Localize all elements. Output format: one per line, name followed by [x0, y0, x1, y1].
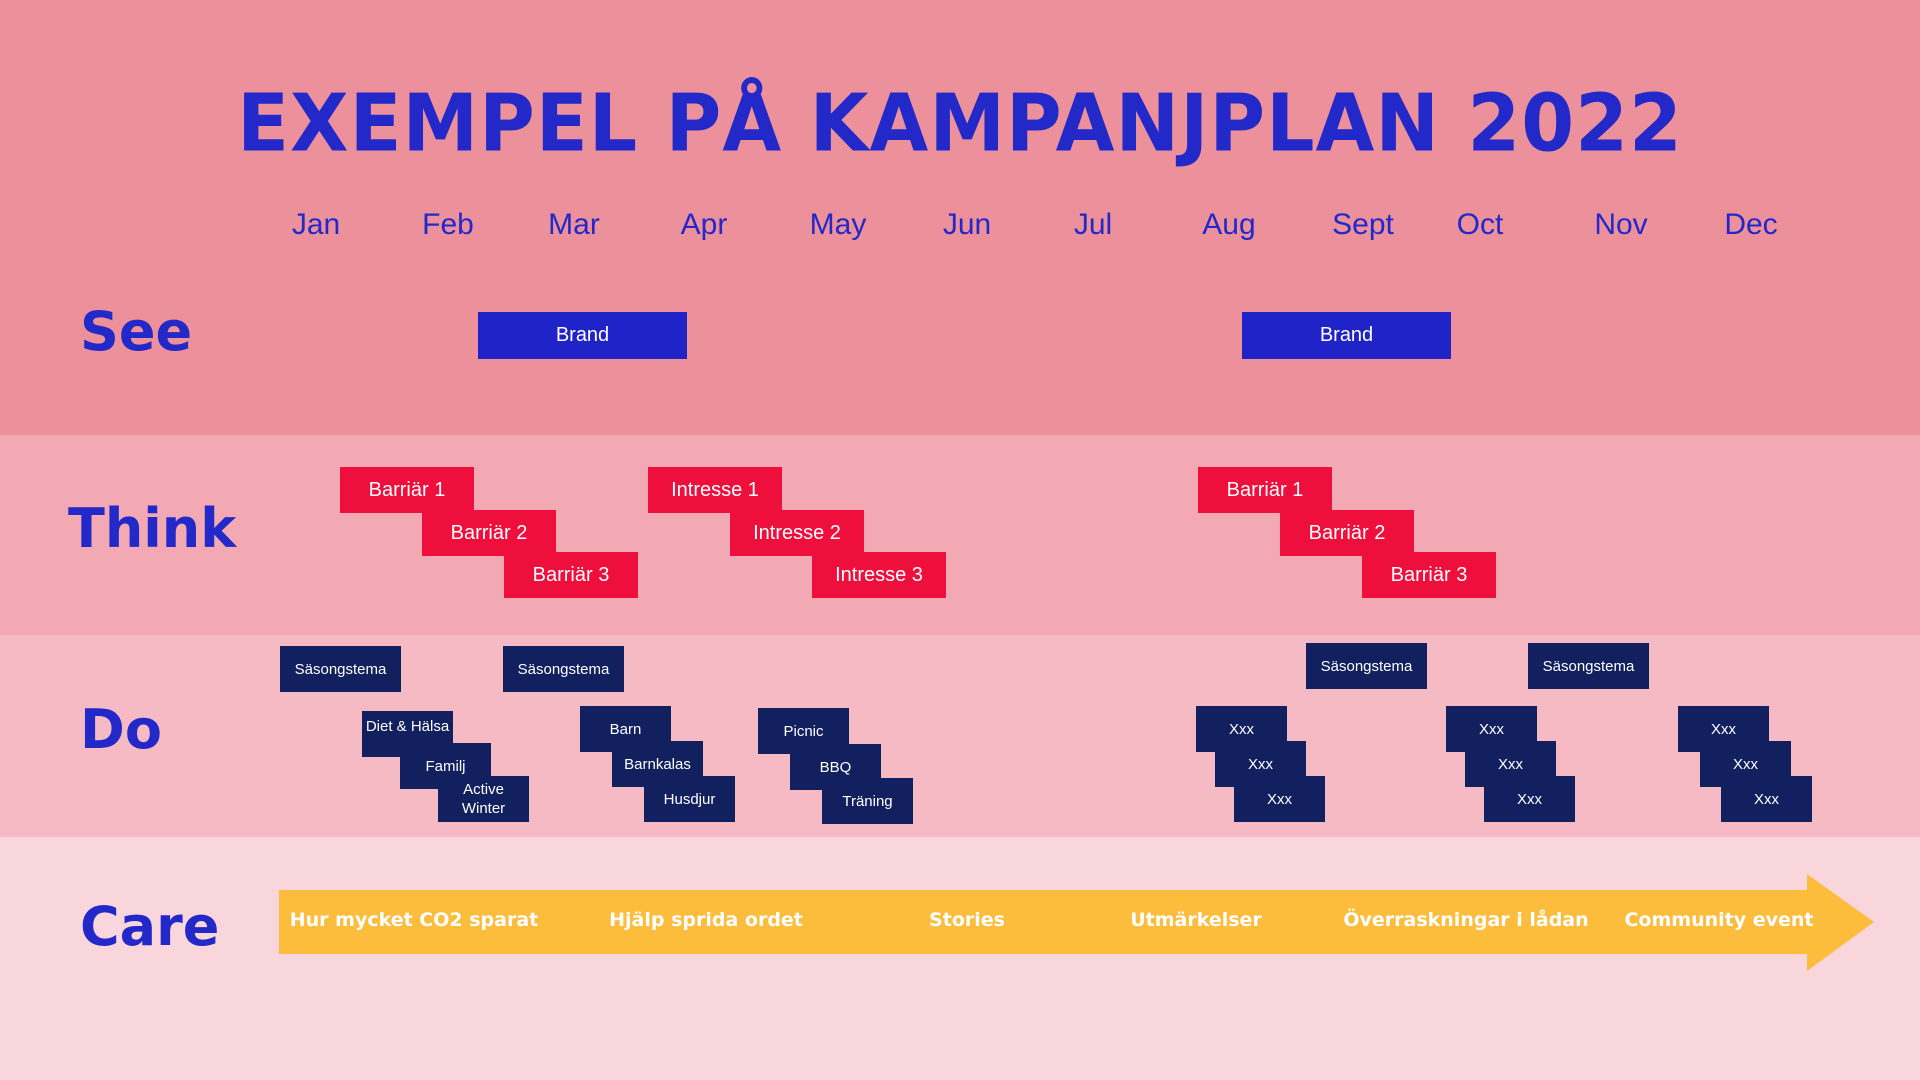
month-may: May	[809, 208, 867, 241]
month-jun: Jun	[942, 208, 992, 241]
month-jul: Jul	[1073, 208, 1113, 241]
do-box: Xxx	[1484, 776, 1575, 822]
see-brand-box: Brand	[478, 312, 687, 359]
do-box: Xxx	[1234, 776, 1325, 822]
row-label-care: Care	[80, 895, 220, 958]
think-box: Intresse 2	[730, 510, 864, 556]
care-band	[0, 837, 1920, 1080]
think-box: Intresse 1	[648, 467, 782, 513]
care-arrow-shape	[279, 874, 1874, 971]
see-brand-box: Brand	[1242, 312, 1451, 359]
month-mar: Mar	[548, 208, 600, 241]
do-box: Active Winter	[438, 776, 529, 822]
do-season-box: Säsongstema	[503, 646, 624, 692]
think-box: Barriär 1	[1198, 467, 1332, 513]
month-sept: Sept	[1332, 208, 1394, 241]
think-band	[0, 435, 1920, 635]
month-apr: Apr	[680, 208, 728, 241]
care-item: Stories	[929, 909, 1005, 931]
month-aug: Aug	[1202, 208, 1256, 241]
do-box: Husdjur	[644, 776, 735, 822]
think-box: Barriär 3	[1362, 552, 1496, 598]
do-box: Xxx	[1721, 776, 1812, 822]
row-label-do: Do	[80, 698, 162, 761]
row-label-see: See	[80, 300, 193, 363]
care-item: Hjälp sprida ordet	[609, 909, 803, 931]
month-jan: Jan	[291, 208, 341, 241]
see-band	[0, 0, 1920, 435]
page-title: EXEMPEL PÅ KAMPANJPLAN 2022	[237, 75, 1683, 170]
care-item: Community event	[1624, 909, 1814, 931]
think-box: Barriär 2	[1280, 510, 1414, 556]
care-item: Hur mycket CO2 sparat	[289, 909, 539, 931]
do-season-box: Säsongstema	[1306, 643, 1427, 689]
month-feb: Feb	[422, 208, 474, 241]
care-item: Utmärkelser	[1130, 909, 1262, 931]
think-box: Barriär 2	[422, 510, 556, 556]
do-season-box: Säsongstema	[1528, 643, 1649, 689]
row-label-think: Think	[68, 497, 237, 560]
care-arrow	[279, 874, 1874, 971]
think-box: Intresse 3	[812, 552, 946, 598]
month-oct: Oct	[1456, 208, 1504, 241]
do-box: Träning	[822, 778, 913, 824]
think-box: Barriär 3	[504, 552, 638, 598]
month-dec: Dec	[1724, 208, 1778, 241]
care-item: Överraskningar i lådan	[1343, 909, 1589, 931]
month-nov: Nov	[1594, 208, 1648, 241]
do-season-box: Säsongstema	[280, 646, 401, 692]
think-box: Barriär 1	[340, 467, 474, 513]
